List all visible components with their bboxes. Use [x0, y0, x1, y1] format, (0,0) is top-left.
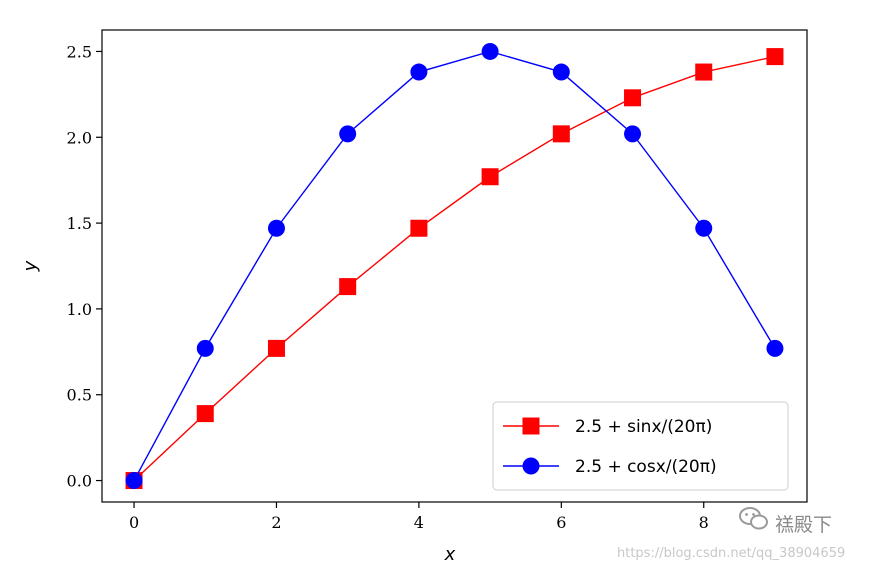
series-line [133, 50, 776, 481]
y-tick-label: 0.5 [67, 386, 92, 405]
x-tick-label: 0 [129, 513, 139, 532]
axes-frame [101, 29, 808, 503]
series-line [133, 55, 776, 482]
data-point [552, 63, 570, 81]
plot-area-frame [101, 29, 808, 503]
legend-marker [522, 457, 540, 475]
data-point [624, 125, 642, 143]
data-point [196, 339, 214, 357]
legend-entry: 2.5 + cosx/(20π) [503, 457, 717, 477]
data-point [481, 42, 499, 60]
data-point [766, 48, 784, 66]
data-point [552, 125, 570, 143]
legend-marker [522, 417, 540, 435]
data-point [410, 63, 428, 81]
data-point [267, 339, 285, 357]
data-point [339, 278, 357, 296]
y-tick-label: 1.0 [67, 300, 92, 319]
data-point [125, 472, 143, 490]
x-tick-label: 2 [271, 513, 281, 532]
watermark-url: https://blog.csdn.net/qq_38904659 [617, 546, 845, 561]
data-point [695, 219, 713, 237]
x-tick-label: 4 [414, 513, 424, 532]
data-point [624, 89, 642, 107]
y-tick-label: 0.0 [67, 472, 92, 491]
y-axis-ticks: 0.0 0.5 1.0 1.5 2.0 2.5 [67, 42, 102, 491]
data-point [766, 339, 784, 357]
data-point [267, 219, 285, 237]
legend: 2.5 + sinx/(20π) 2.5 + cosx/(20π) [492, 401, 789, 491]
series-2 [125, 42, 784, 490]
y-tick-label: 2.0 [67, 128, 92, 147]
watermark: 禚殿下 https://blog.csdn.net/qq_38904659 [617, 507, 845, 561]
x-axis-label: x [444, 544, 456, 565]
data-point [410, 219, 428, 237]
x-tick-label: 8 [699, 513, 709, 532]
data-point [339, 125, 357, 143]
legend-label: 2.5 + sinx/(20π) [575, 417, 712, 437]
x-tick-label: 6 [556, 513, 566, 532]
legend-box [492, 401, 789, 491]
data-point [196, 405, 214, 423]
watermark-name: 禚殿下 [775, 514, 832, 536]
legend-entry: 2.5 + sinx/(20π) [503, 417, 712, 437]
y-axis-label: y [20, 260, 41, 272]
data-point [481, 168, 499, 186]
y-tick-label: 2.5 [67, 42, 92, 61]
legend-label: 2.5 + cosx/(20π) [575, 457, 717, 477]
y-tick-label: 1.5 [67, 214, 92, 233]
x-axis-ticks: 0 2 4 6 8 [129, 502, 709, 532]
data-point [695, 63, 713, 81]
series-layer [125, 42, 784, 490]
wechat-icon [739, 507, 768, 530]
